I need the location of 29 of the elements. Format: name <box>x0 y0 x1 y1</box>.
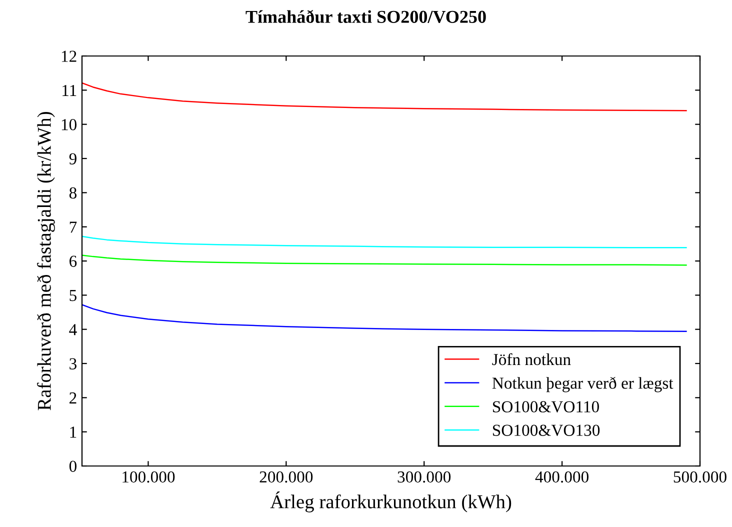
line-series <box>82 82 687 112</box>
y-tick-label: 8 <box>69 187 77 199</box>
x-tick-label: 100.000 <box>122 471 175 483</box>
legend-label: SO100&VO110 <box>493 401 599 412</box>
y-tick-label: 1 <box>70 426 76 438</box>
y-tick-label: 7 <box>70 222 77 233</box>
chart-title: Tímaháður taxti SO200/VO250 <box>246 10 486 24</box>
y-tick-label: 3 <box>70 358 76 370</box>
x-tick-label: 400.000 <box>535 471 588 483</box>
y-tick-label: 11 <box>62 84 76 96</box>
y-tick-label: 10 <box>62 119 77 130</box>
y-tick-label: 5 <box>70 290 76 302</box>
legend-label: SO100&VO130 <box>493 424 600 436</box>
x-tick-label: 200.000 <box>260 471 313 483</box>
y-tick-label: 6 <box>70 256 77 267</box>
legend-label: Jöfn notkun <box>492 353 571 366</box>
y-tick-label: 0 <box>69 460 77 472</box>
line-series <box>82 236 687 248</box>
line-series <box>82 304 687 332</box>
x-tick-label: 300.000 <box>398 471 451 483</box>
x-tick-label: 500.000 <box>674 471 726 483</box>
legend-label: Notkun þegar verð er lægst <box>492 376 674 392</box>
y-tick-label: 2 <box>70 392 76 404</box>
y-tick-label: 4 <box>69 324 77 336</box>
y-axis-title: Raforkuverð með fastagjaldi (kr/kWh) <box>37 112 55 410</box>
line-series <box>82 254 687 266</box>
x-axis-title: Árleg raforkurkunotkun (kWh) <box>270 492 512 512</box>
y-tick-label: 9 <box>69 153 76 164</box>
y-tick-label: 12 <box>62 50 76 62</box>
